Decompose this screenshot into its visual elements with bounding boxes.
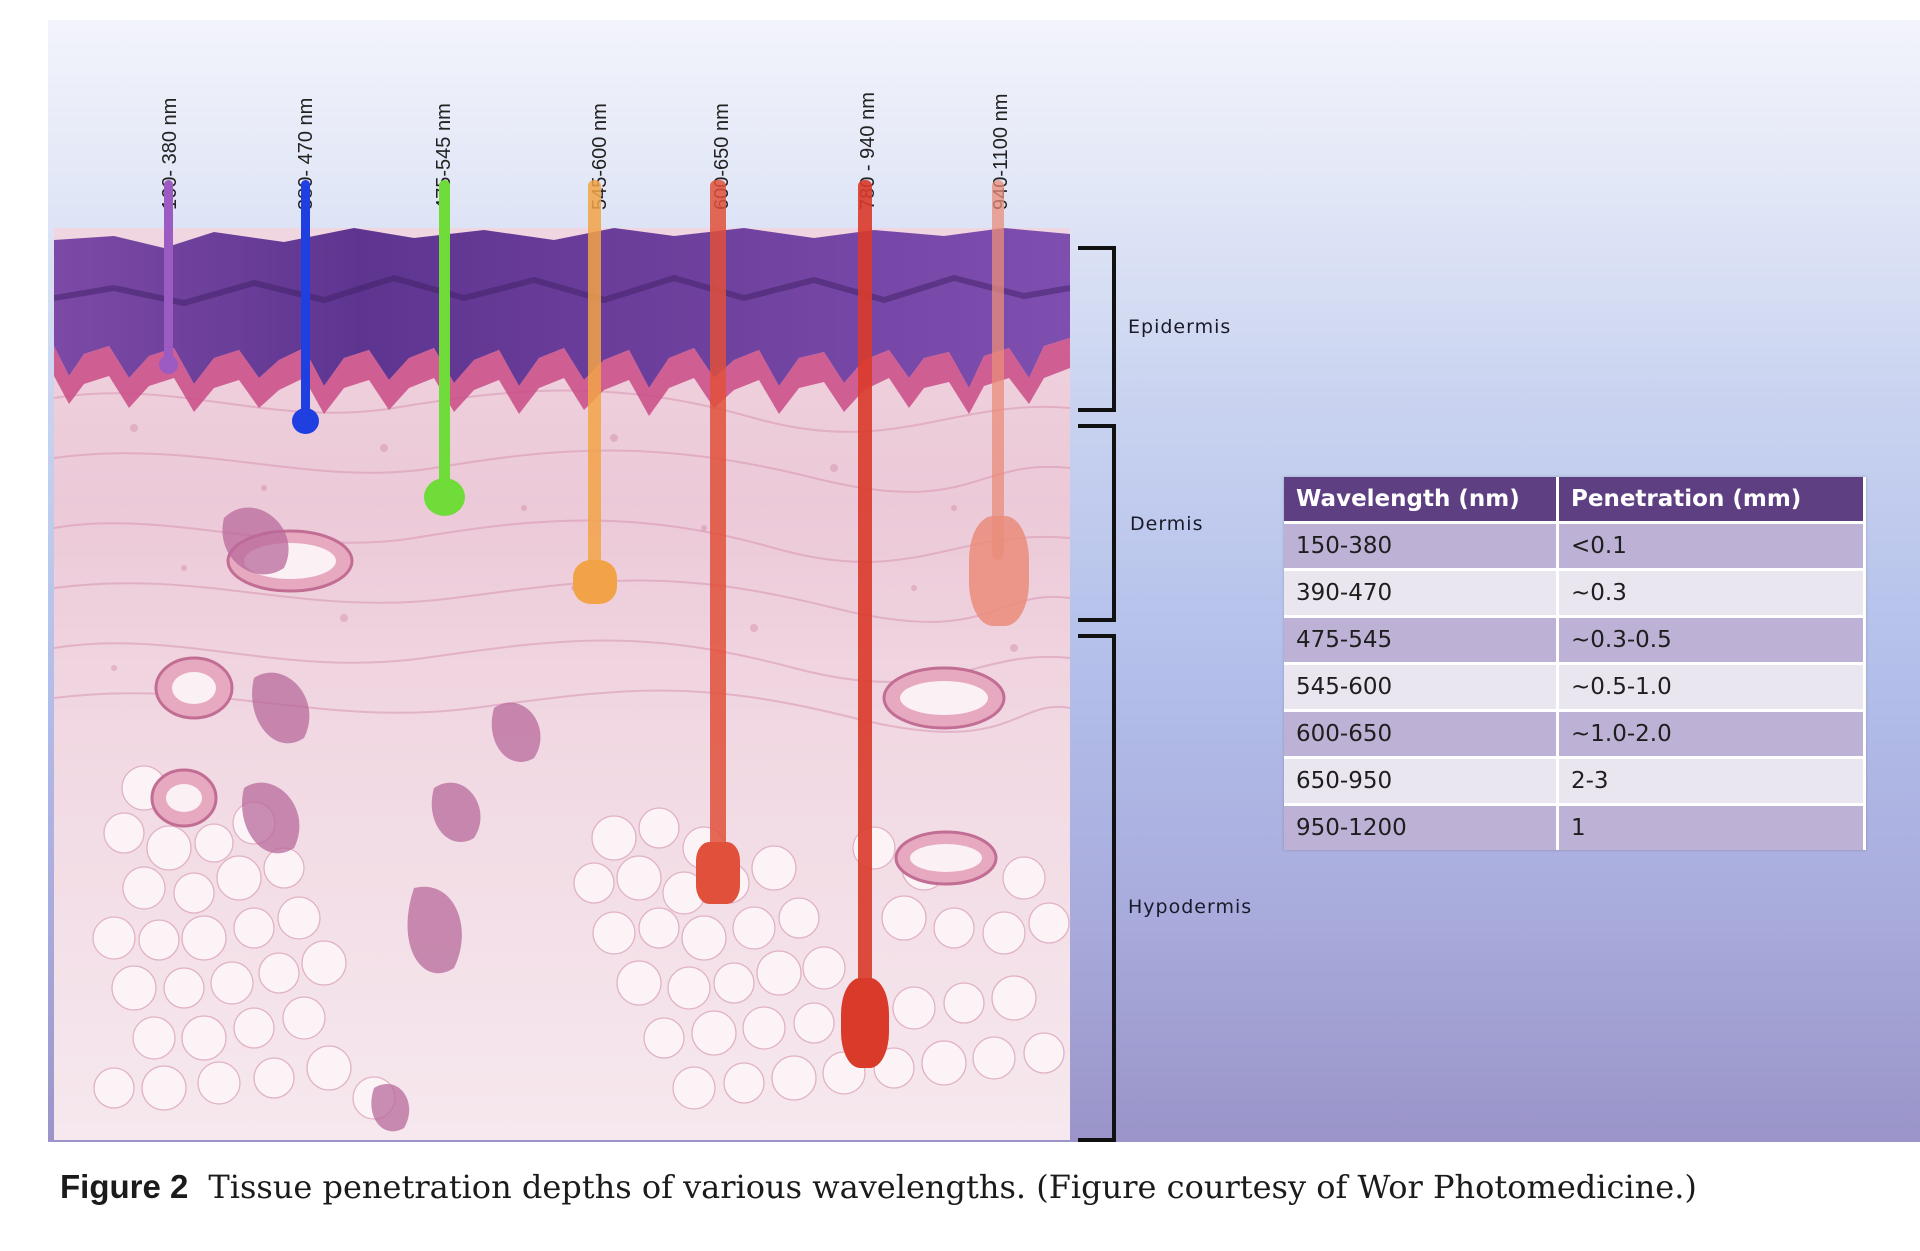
penetration-table: Wavelength (nm) Penetration (mm) 150-380…: [1284, 477, 1866, 850]
beam-780-940: [858, 180, 872, 1020]
epidermis-label: Epidermis: [1128, 316, 1232, 338]
figure-number: Figure 2: [60, 1168, 189, 1205]
penetration-cell: ~0.5-1.0: [1557, 662, 1866, 711]
beam-tip-600-650: [696, 842, 740, 904]
skin-cross-section-graphic: [54, 228, 1070, 1132]
penetration-cell: ~0.3: [1557, 568, 1866, 617]
figure-panel: 160- 380 nm 380- 470 nm 475-545 nm 545-6…: [48, 20, 1920, 1142]
table-header-row: Wavelength (nm) Penetration (mm): [1284, 477, 1866, 523]
beam-940-1100: [992, 180, 1004, 560]
beam-tip-380-470: [292, 408, 319, 434]
dermis-bracket: [1078, 424, 1116, 622]
table-row: 150-380 <0.1: [1284, 521, 1866, 570]
table-row: 390-470 ~0.3: [1284, 568, 1866, 617]
table-row: 650-950 2-3: [1284, 756, 1866, 805]
figure-caption: Figure 2 Tissue penetration depths of var…: [60, 1168, 1910, 1206]
beam-tip-475-545: [424, 478, 465, 516]
wavelength-cell: 545-600: [1284, 662, 1559, 711]
table-row: 545-600 ~0.5-1.0: [1284, 662, 1866, 711]
hypodermis-bracket: [1078, 634, 1116, 1142]
wavelength-column-header: Wavelength (nm): [1284, 477, 1559, 523]
beam-380-470: [301, 180, 310, 418]
beam-tip-545-600: [573, 560, 617, 604]
beam-tip-780-940: [841, 978, 889, 1068]
beam-160-380: [164, 180, 173, 366]
wavelength-cell: 390-470: [1284, 568, 1559, 617]
penetration-cell: ~1.0-2.0: [1557, 709, 1866, 758]
beam-tip-160-380: [159, 355, 178, 374]
epidermis-bracket: [1078, 246, 1116, 412]
beam-tip-940-1100: [969, 516, 1029, 626]
table-row: 950-1200 1: [1284, 803, 1866, 850]
wavelength-cell: 475-545: [1284, 615, 1559, 664]
skin-histology-image: [54, 228, 1070, 1140]
beam-475-545: [439, 180, 450, 490]
dermis-label: Dermis: [1130, 513, 1204, 535]
beam-545-600: [588, 180, 601, 580]
beam-600-650: [710, 180, 726, 880]
table-row: 475-545 ~0.3-0.5: [1284, 615, 1866, 664]
wavelength-cell: 950-1200: [1284, 803, 1559, 850]
penetration-cell: <0.1: [1557, 521, 1866, 570]
penetration-cell: 1: [1557, 803, 1866, 850]
wavelength-cell: 150-380: [1284, 521, 1559, 570]
penetration-cell: ~0.3-0.5: [1557, 615, 1866, 664]
hypodermis-label: Hypodermis: [1128, 896, 1253, 918]
caption-text: Tissue penetration depths of various wav…: [208, 1168, 1697, 1206]
wavelength-cell: 650-950: [1284, 756, 1559, 805]
table-row: 600-650 ~1.0-2.0: [1284, 709, 1866, 758]
penetration-column-header: Penetration (mm): [1557, 477, 1866, 523]
penetration-cell: 2-3: [1557, 756, 1866, 805]
wavelength-cell: 600-650: [1284, 709, 1559, 758]
